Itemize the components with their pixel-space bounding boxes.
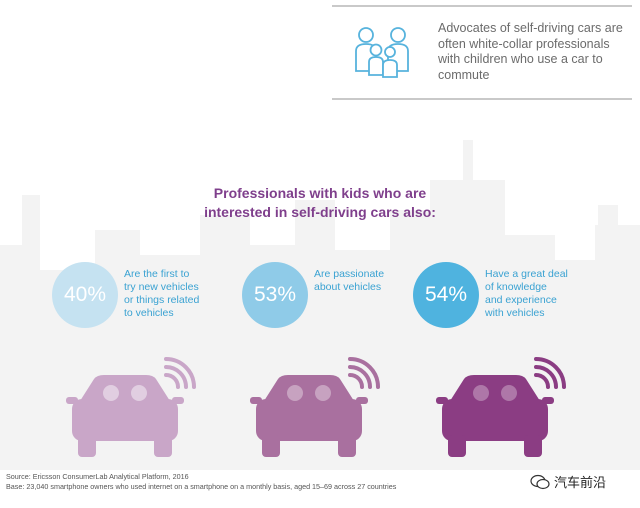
stat-description-line: or things related [124,294,200,306]
stat-description: Are the first to try new vehicles or thi… [124,268,254,320]
connected-car-icon [250,357,380,457]
watermark: 汽车前沿 [530,472,606,491]
stat-description: Have a great deal of knowledge and exper… [485,268,615,320]
stat-description-line: try new vehicles [124,281,199,293]
stat-description-line: with vehicles [485,307,545,319]
callout-box: Advocates of self-driving cars are often… [332,5,632,100]
headline-line-1: Professionals with kids who are [213,185,427,201]
stat-description: Are passionate about vehicles [314,268,444,294]
connected-car-icon [436,357,566,457]
stat-description-line: and experience [485,294,557,306]
footer-notes: Source: Ericsson ConsumerLab Analytical … [6,472,396,491]
headline-line-2: interested in self-driving cars also: [204,204,436,220]
stat-description-line: Are passionate [314,268,385,280]
stat-percent-circle: 54% [413,262,479,328]
stat-percent-circle: 40% [52,262,118,328]
base-note: Base: 23,040 smartphone owners who used … [6,481,397,491]
stat-description-line: about vehicles [314,281,382,293]
callout-text: Advocates of self-driving cars are often… [438,21,623,82]
stat-description-line: Are the first to [124,268,190,280]
stat-description-line: of knowledge [485,281,547,293]
stat-percent-circle: 53% [242,262,308,328]
wechat-icon [530,474,550,489]
source-note: Source: Ericsson ConsumerLab Analytical … [6,472,189,481]
stat-description-line: to vehicles [124,307,174,319]
stat-description-line: Have a great deal [485,268,568,280]
connected-car-icon [66,357,196,457]
watermark-text: 汽车前沿 [554,475,607,490]
family-icon [355,27,409,78]
headline: Professionals with kids who are interest… [150,184,490,222]
